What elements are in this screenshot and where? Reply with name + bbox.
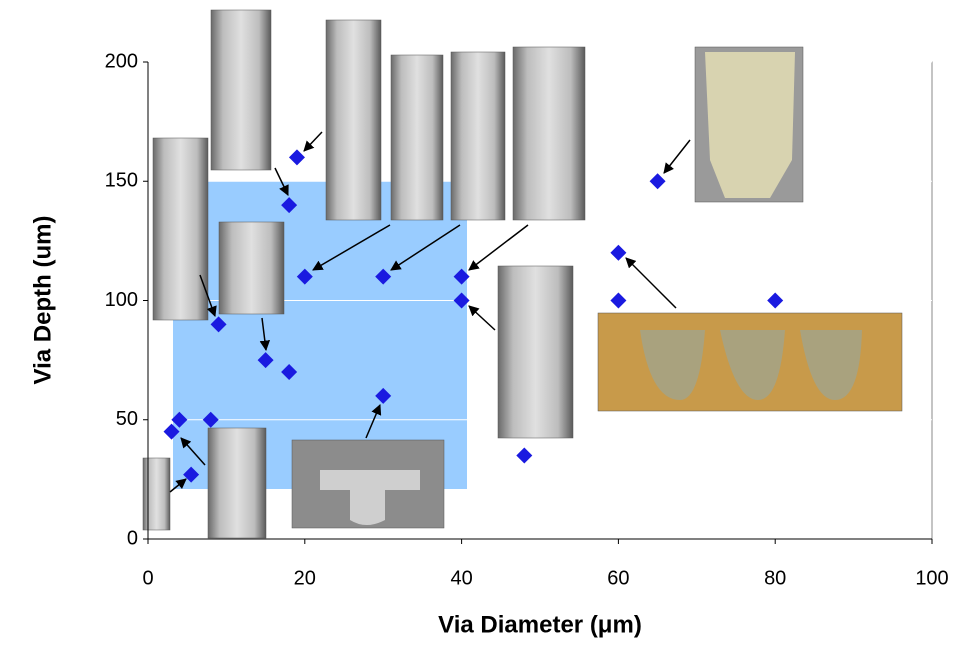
x-tick-label: 20 bbox=[294, 567, 316, 589]
x-tick-label: 80 bbox=[764, 567, 786, 589]
micrograph bbox=[142, 457, 171, 531]
point bbox=[257, 352, 274, 369]
micrograph bbox=[218, 221, 285, 315]
micrograph bbox=[512, 46, 586, 221]
point bbox=[649, 173, 666, 190]
arrow bbox=[180, 437, 206, 466]
y-axis-title: Via Depth (um) bbox=[29, 216, 56, 385]
arrow bbox=[169, 478, 187, 493]
arrow bbox=[390, 224, 461, 271]
point bbox=[202, 411, 219, 428]
point bbox=[375, 387, 392, 404]
point bbox=[610, 292, 627, 309]
arrow bbox=[259, 317, 271, 352]
point bbox=[375, 268, 392, 285]
arrow bbox=[468, 224, 529, 271]
point bbox=[767, 292, 784, 309]
arrow bbox=[365, 404, 382, 439]
x-axis-title: Via Diameter (μm) bbox=[438, 611, 642, 638]
point bbox=[183, 466, 200, 483]
arrow bbox=[625, 257, 677, 309]
point bbox=[453, 292, 470, 309]
point bbox=[453, 268, 470, 285]
arrows bbox=[169, 131, 691, 493]
arrow bbox=[312, 224, 391, 271]
y-tick-label: 50 bbox=[116, 408, 138, 430]
micrograph-detail bbox=[320, 470, 420, 525]
y-tick-label: 150 bbox=[105, 170, 138, 192]
y-tick-label: 100 bbox=[105, 289, 138, 311]
point bbox=[281, 197, 298, 214]
point bbox=[210, 316, 227, 333]
point bbox=[516, 447, 533, 464]
micrograph-detail bbox=[640, 330, 862, 400]
x-tick-label: 0 bbox=[142, 567, 153, 589]
micrograph bbox=[207, 427, 267, 539]
arrow bbox=[199, 274, 217, 317]
x-tick-label: 60 bbox=[607, 567, 629, 589]
arrow bbox=[274, 167, 289, 196]
micrograph bbox=[325, 19, 382, 221]
point bbox=[288, 149, 305, 166]
micrograph bbox=[497, 265, 574, 439]
point bbox=[163, 423, 180, 440]
point bbox=[281, 364, 298, 381]
arrow bbox=[468, 305, 496, 331]
micrograph bbox=[390, 54, 444, 221]
point bbox=[296, 268, 313, 285]
x-tick-label: 40 bbox=[450, 567, 472, 589]
micrograph bbox=[210, 9, 272, 171]
point bbox=[610, 244, 627, 261]
arrow bbox=[663, 139, 691, 174]
y-tick-label: 0 bbox=[127, 527, 138, 549]
micrograph bbox=[152, 137, 209, 321]
x-tick-label: 100 bbox=[915, 567, 948, 589]
y-tick-label: 200 bbox=[105, 50, 138, 72]
micrograph bbox=[450, 51, 506, 221]
micrograph-detail bbox=[705, 52, 795, 198]
point bbox=[171, 411, 188, 428]
arrow bbox=[303, 131, 323, 152]
